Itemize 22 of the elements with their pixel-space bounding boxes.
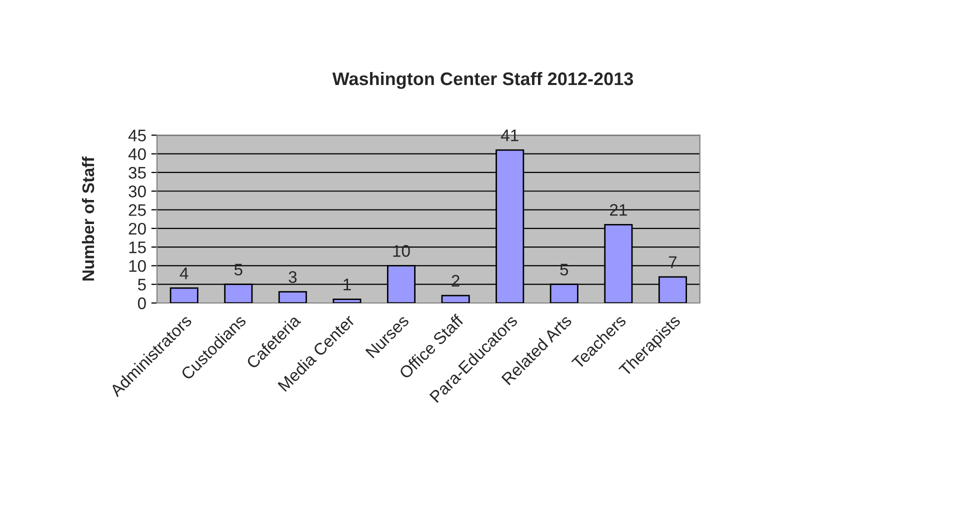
- chart-title: Washington Center Staff 2012-2013: [332, 72, 634, 89]
- data-label: 3: [288, 271, 297, 283]
- y-tick-label: 25: [128, 204, 146, 216]
- data-label: 4: [180, 268, 188, 280]
- y-tick-label: 10: [129, 260, 146, 272]
- y-tick-label: 20: [128, 222, 146, 235]
- bar: [441, 294, 470, 304]
- y-axis-title: Number of Staff: [82, 156, 94, 280]
- data-label: 5: [560, 264, 568, 276]
- bar: [332, 298, 362, 304]
- y-tick-label: 45: [128, 130, 146, 142]
- y-tick-label: 35: [128, 166, 146, 179]
- data-label: 41: [500, 130, 518, 142]
- data-label: 10: [393, 245, 410, 257]
- bar: [170, 287, 198, 304]
- data-label: 5: [234, 264, 242, 276]
- y-tick-label: 5: [138, 278, 146, 291]
- y-tick-label: 0: [138, 297, 146, 310]
- y-tick-label: 15: [129, 242, 146, 254]
- bar: [278, 291, 307, 304]
- y-tick-label: 40: [128, 148, 146, 160]
- y-tick-label: 30: [128, 186, 146, 198]
